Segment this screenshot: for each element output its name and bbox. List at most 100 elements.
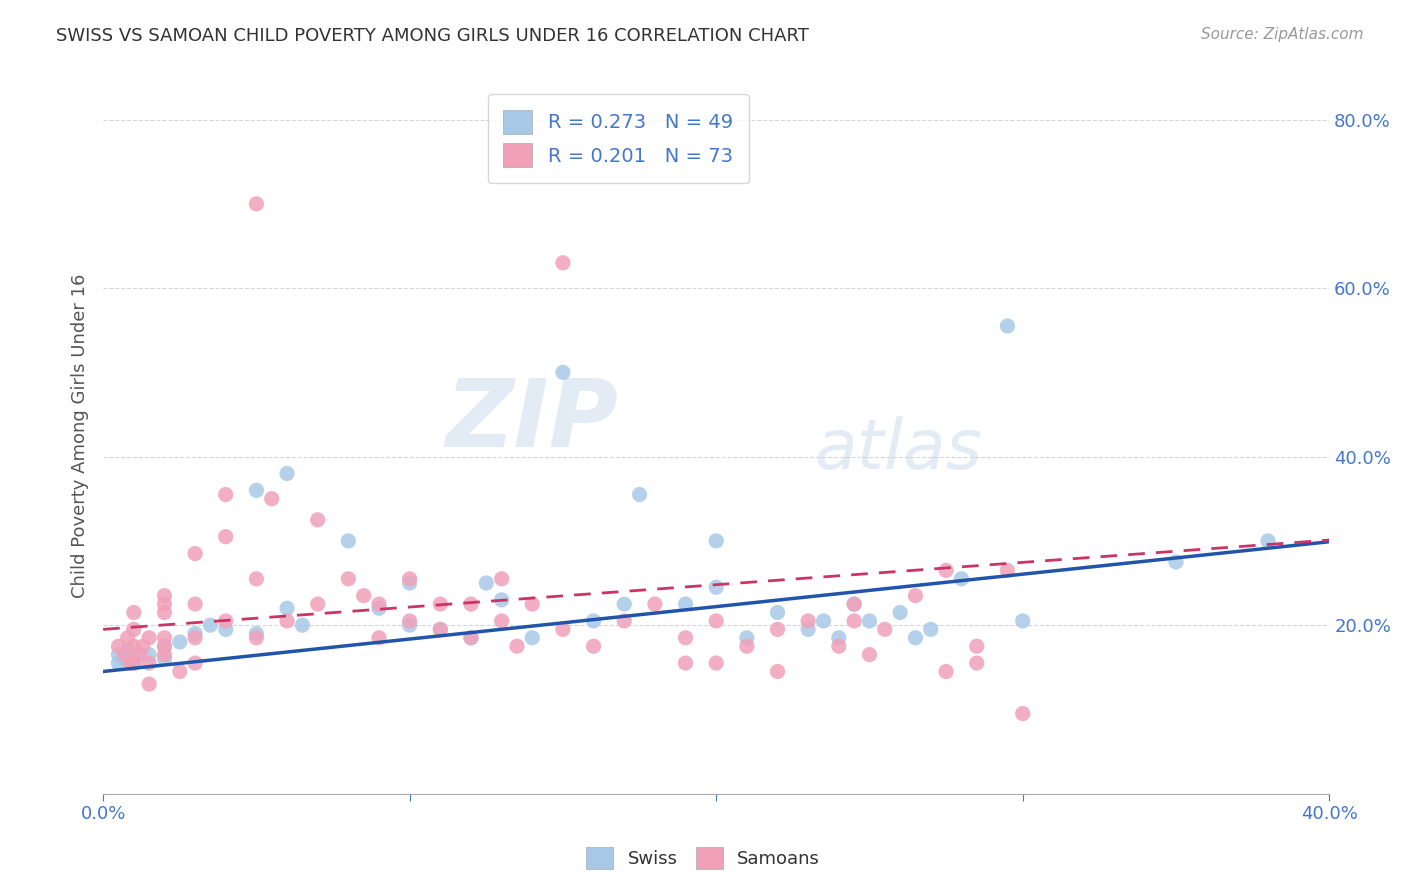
Point xyxy=(735,631,758,645)
Point xyxy=(551,623,574,637)
Point xyxy=(429,623,451,637)
Point xyxy=(122,606,145,620)
Point xyxy=(920,623,942,637)
Point xyxy=(797,614,820,628)
Point xyxy=(260,491,283,506)
Point xyxy=(966,639,988,653)
Point xyxy=(120,656,142,670)
Text: Source: ZipAtlas.com: Source: ZipAtlas.com xyxy=(1201,27,1364,42)
Point xyxy=(107,639,129,653)
Point xyxy=(122,623,145,637)
Point xyxy=(551,365,574,379)
Point xyxy=(245,626,267,640)
Point xyxy=(613,597,636,611)
Y-axis label: Child Poverty Among Girls Under 16: Child Poverty Among Girls Under 16 xyxy=(72,273,89,598)
Point xyxy=(704,614,727,628)
Point xyxy=(997,563,1019,577)
Point xyxy=(675,597,697,611)
Point xyxy=(398,572,420,586)
Point xyxy=(153,648,176,662)
Text: atlas: atlas xyxy=(814,417,983,483)
Point xyxy=(704,656,727,670)
Point xyxy=(215,623,238,637)
Point xyxy=(276,467,298,481)
Point xyxy=(153,639,176,653)
Point xyxy=(766,665,789,679)
Point xyxy=(491,614,513,628)
Point xyxy=(904,631,927,645)
Point xyxy=(153,589,176,603)
Point xyxy=(153,631,176,645)
Point xyxy=(337,572,360,586)
Point xyxy=(184,597,207,611)
Point xyxy=(169,665,191,679)
Point xyxy=(114,648,136,662)
Point xyxy=(138,677,160,691)
Point xyxy=(122,652,145,666)
Text: ZIP: ZIP xyxy=(446,376,619,467)
Point xyxy=(460,631,482,645)
Point xyxy=(107,656,129,670)
Point xyxy=(117,643,139,657)
Point xyxy=(129,648,152,662)
Point xyxy=(1011,614,1033,628)
Point xyxy=(904,589,927,603)
Point xyxy=(138,631,160,645)
Point xyxy=(307,513,329,527)
Point xyxy=(842,597,865,611)
Point xyxy=(644,597,666,611)
Point xyxy=(766,606,789,620)
Point xyxy=(475,576,498,591)
Point xyxy=(117,631,139,645)
Point xyxy=(842,614,865,628)
Point xyxy=(122,656,145,670)
Point xyxy=(122,656,145,670)
Legend: Swiss, Samoans: Swiss, Samoans xyxy=(576,838,830,879)
Point xyxy=(245,572,267,586)
Point xyxy=(858,614,880,628)
Point xyxy=(184,631,207,645)
Point xyxy=(950,572,973,586)
Point xyxy=(935,563,957,577)
Point xyxy=(491,572,513,586)
Point xyxy=(215,614,238,628)
Point xyxy=(276,614,298,628)
Point xyxy=(200,618,222,632)
Point xyxy=(704,533,727,548)
Point xyxy=(132,639,155,653)
Point xyxy=(766,623,789,637)
Point xyxy=(245,483,267,498)
Point xyxy=(368,601,391,615)
Point xyxy=(613,614,636,628)
Legend: R = 0.273   N = 49, R = 0.201   N = 73: R = 0.273 N = 49, R = 0.201 N = 73 xyxy=(488,95,748,183)
Point xyxy=(858,648,880,662)
Point xyxy=(889,606,911,620)
Point xyxy=(522,597,544,611)
Point xyxy=(997,318,1019,333)
Point xyxy=(368,597,391,611)
Point xyxy=(429,623,451,637)
Point xyxy=(245,631,267,645)
Point xyxy=(114,652,136,666)
Point xyxy=(842,597,865,611)
Point xyxy=(122,639,145,653)
Point xyxy=(138,656,160,670)
Point xyxy=(184,547,207,561)
Point xyxy=(276,601,298,615)
Point xyxy=(291,618,314,632)
Point xyxy=(353,589,375,603)
Point xyxy=(1257,533,1279,548)
Point xyxy=(398,618,420,632)
Point xyxy=(153,639,176,653)
Point xyxy=(153,652,176,666)
Point xyxy=(429,597,451,611)
Point xyxy=(153,597,176,611)
Point xyxy=(1164,555,1187,569)
Point xyxy=(935,665,957,679)
Point xyxy=(813,614,835,628)
Point xyxy=(675,656,697,670)
Point xyxy=(675,631,697,645)
Point xyxy=(704,580,727,594)
Point xyxy=(873,623,896,637)
Point xyxy=(184,656,207,670)
